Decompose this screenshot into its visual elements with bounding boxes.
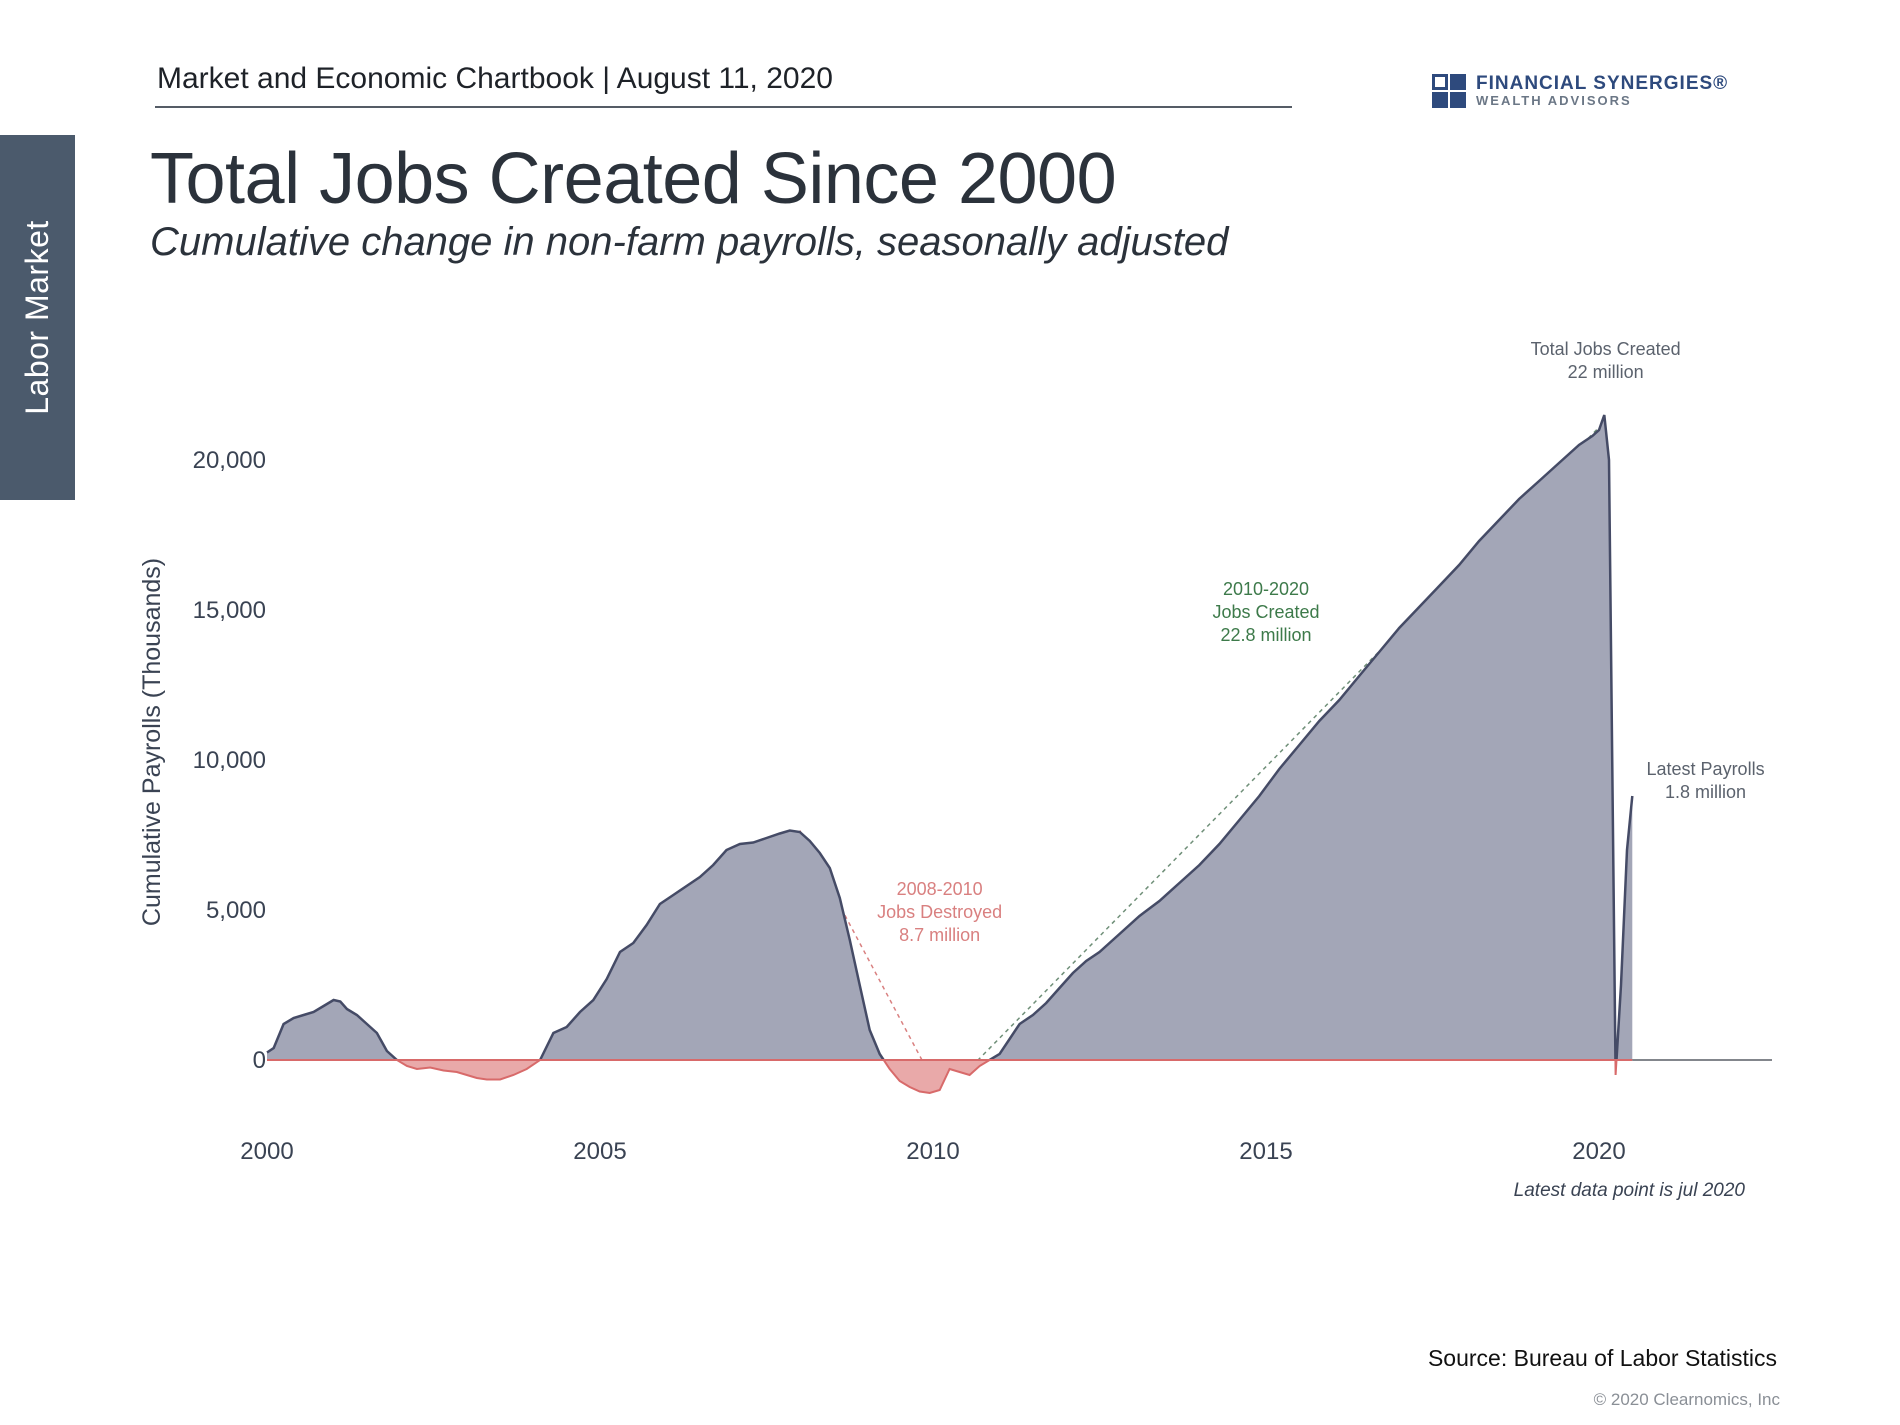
source-note: Source: Bureau of Labor Statistics — [1427, 1345, 1777, 1371]
series-line-positive — [266, 414, 1634, 1060]
copyright-note: © 2020 Clearnomics, Inc — [1593, 1390, 1780, 1409]
page-title: Total Jobs Created Since 2000 — [150, 139, 1117, 219]
annotation-line: Jobs Destroyed — [877, 902, 1002, 922]
annotation-line: Latest Payrolls — [1647, 759, 1765, 779]
x-tick-label: 2020 — [1572, 1138, 1625, 1165]
x-tick-label: 2010 — [906, 1138, 959, 1165]
logo-name: FINANCIAL SYNERGIES® — [1476, 73, 1729, 94]
y-tick-label: 20,000 — [193, 447, 266, 474]
annotation-label: Latest Payrolls 1.8 million — [1647, 759, 1765, 802]
page-subtitle: Cumulative change in non-farm payrolls, … — [150, 220, 1229, 264]
annotation-line: 1.8 million — [1665, 782, 1746, 802]
annotation-line: 22 million — [1568, 362, 1644, 382]
company-logo: FINANCIAL SYNERGIES® WEALTH ADVISORS — [1432, 74, 1728, 108]
logo-tagline: WEALTH ADVISORS — [1476, 93, 1632, 108]
annotation-label: 2008-2010 Jobs Destroyed 8.7 million — [877, 879, 1002, 945]
y-axis-label: Cumulative Payrolls (Thousands) — [138, 558, 166, 926]
annotation-line: 2010-2020 — [1223, 579, 1309, 599]
flag-grid-logo-icon — [1432, 74, 1466, 108]
annotation-line: Total Jobs Created — [1531, 339, 1681, 359]
x-tick-label: 2000 — [240, 1138, 293, 1165]
y-tick-label: 10,000 — [193, 747, 266, 774]
x-tick-label: 2005 — [573, 1138, 626, 1165]
annotation-line: 22.8 million — [1220, 625, 1311, 645]
x-tick-label: 2015 — [1239, 1138, 1292, 1165]
y-tick-label: 0 — [253, 1047, 266, 1074]
series-line-negative — [395, 1060, 1618, 1095]
annotation-line: 8.7 million — [899, 925, 980, 945]
series-area-positive — [267, 415, 1633, 1060]
chartbook-header: Market and Economic Chartbook | August 1… — [157, 62, 833, 95]
annotation-line: Jobs Created — [1212, 602, 1319, 622]
latest-data-note: Latest data point is jul 2020 — [1514, 1180, 1746, 1201]
y-tick-label: 5,000 — [206, 897, 266, 924]
y-tick-label: 15,000 — [193, 597, 266, 624]
section-tab: Labor Market — [0, 135, 75, 500]
header-divider — [155, 106, 1292, 108]
annotation-label: Total Jobs Created 22 million — [1531, 339, 1681, 382]
annotation-label: 2010-2020 Jobs Created 22.8 million — [1212, 579, 1319, 645]
annotation-line: 2008-2010 — [897, 879, 983, 899]
